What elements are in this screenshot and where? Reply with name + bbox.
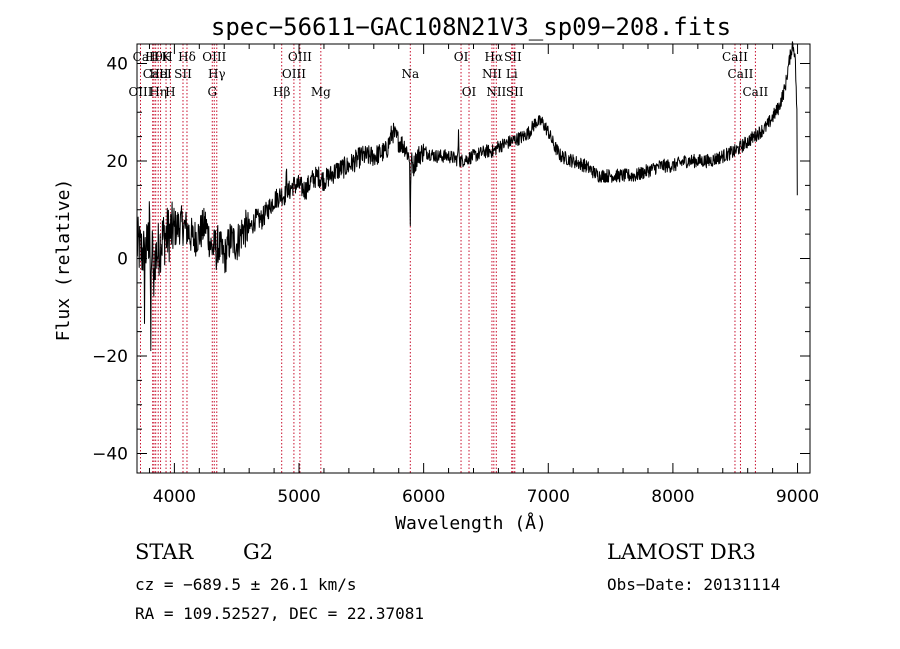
spectral-line-label: OIII [288,50,312,64]
spectral-line-label: K [162,50,172,64]
spectral-line-label: Hα [485,50,504,64]
y-tick-label: 0 [117,250,128,270]
y-tick-label: 40 [106,55,128,75]
object-class: STAR [135,540,194,564]
spectral-line-label: G [207,85,217,99]
survey-name: LAMOST DR3 [607,540,756,564]
spectral-line-label: CaII [143,67,169,81]
spectral-line-label: Hγ [208,67,226,81]
spectral-line-label: SII [504,50,522,64]
x-tick-label: 6000 [402,487,445,507]
spectral-line-label: CaII H [133,50,173,64]
x-tick-label: 7000 [527,487,570,507]
spectral-line-label: Hβ [273,85,290,99]
spectral-line-label: Na [401,67,419,81]
y-tick-label: 20 [106,152,128,172]
y-tick-labels: 40 20 0 −20 −40 [92,55,128,465]
y-tick-label: −20 [92,347,128,367]
spectral-line-label: Li [506,67,518,81]
x-axis-label: Wavelength (Å) [395,512,547,534]
spectral-line-label: CaII [742,85,768,99]
x-tick-label: 5000 [277,487,320,507]
spectrum-series [136,41,798,352]
spectral-line-label: Hθ [145,50,163,64]
spectral-line-label: CaII [728,67,754,81]
y-axis-label: Flux (relative) [53,179,74,342]
spectral-line-label: CaII [722,50,748,64]
spectral-line-label: OIII [202,50,226,64]
spectral-line-label: NII [486,85,506,99]
spectral-line-label: Hη [149,85,167,99]
spectral-line-label: OIII [282,67,306,81]
x-tick-labels: 4000 5000 6000 7000 8000 9000 [153,487,819,507]
spectral-line-label: OI [462,85,477,99]
spectral-line-label: OIII [128,85,152,99]
coordinates: RA = 109.52527, DEC = 22.37081 [135,604,424,623]
spectral-line-label: NII [482,67,502,81]
spectrum-plot [136,41,798,352]
x-tick-label: 4000 [153,487,196,507]
y-tick-label: −40 [92,445,128,465]
redshift-velocity: cz = −689.5 ± 26.1 km/s [135,575,357,594]
spectral-line-label: SII [174,67,192,81]
x-tick-label: 9000 [776,487,819,507]
object-subclass: G2 [243,540,273,564]
chart-title: spec−56611−GAC108N21V3_sp09−208.fits [211,13,731,41]
spectral-line-label: HeI [149,67,172,81]
x-tick-label: 8000 [651,487,694,507]
spectral-line-label: H [165,85,175,99]
spectral-line-label: Hδ [178,50,196,64]
spectral-line-label: Mg [311,85,331,99]
spectral-line-label: SII [506,85,524,99]
spectral-line-label: OI [454,50,469,64]
axis-ticks [137,44,810,473]
observation-date: Obs−Date: 20131114 [607,575,780,594]
